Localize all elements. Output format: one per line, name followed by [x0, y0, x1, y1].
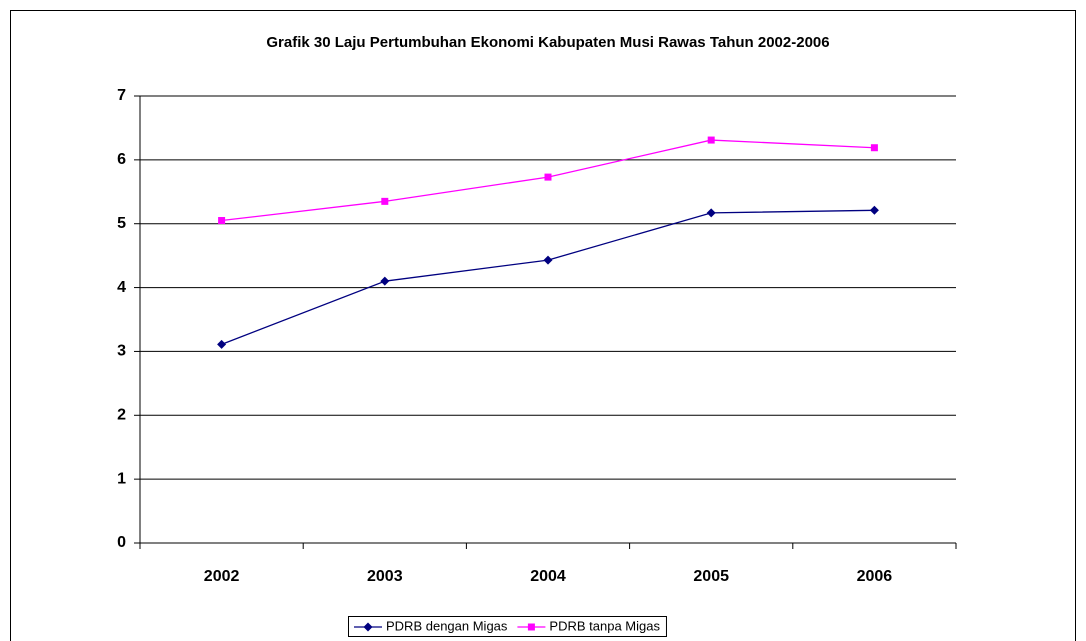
chart-title: Grafik 30 Laju Pertumbuhan Ekonomi Kabup… [266, 34, 829, 51]
y-tick-label: 1 [117, 470, 126, 487]
legend-label: PDRB dengan Migas [386, 618, 508, 633]
x-tick-label: 2004 [530, 568, 566, 585]
y-tick-label: 5 [117, 215, 126, 232]
legend: PDRB dengan Migas PDRB tanpa Migas [348, 616, 667, 637]
x-tick-label: 2005 [693, 568, 729, 585]
legend-label: PDRB tanpa Migas [549, 618, 660, 633]
y-tick-label: 3 [117, 343, 126, 360]
marker [363, 622, 373, 632]
y-tick-label: 7 [117, 87, 126, 104]
y-tick-label: 2 [117, 407, 126, 424]
marker [706, 208, 716, 218]
marker [217, 339, 227, 349]
marker [381, 197, 389, 205]
marker [544, 173, 552, 181]
marker [869, 205, 879, 215]
marker [380, 276, 390, 286]
marker [870, 144, 878, 152]
x-tick-label: 2003 [367, 568, 403, 585]
chart-border [10, 10, 1076, 641]
marker [218, 217, 226, 225]
marker [543, 255, 553, 265]
x-tick-label: 2002 [204, 568, 240, 585]
x-tick-label: 2006 [857, 568, 893, 585]
y-tick-label: 6 [117, 151, 126, 168]
y-tick-label: 4 [117, 279, 126, 296]
y-tick-label: 0 [117, 534, 126, 551]
marker [707, 136, 715, 144]
marker [527, 623, 535, 631]
legend-box [348, 616, 667, 637]
